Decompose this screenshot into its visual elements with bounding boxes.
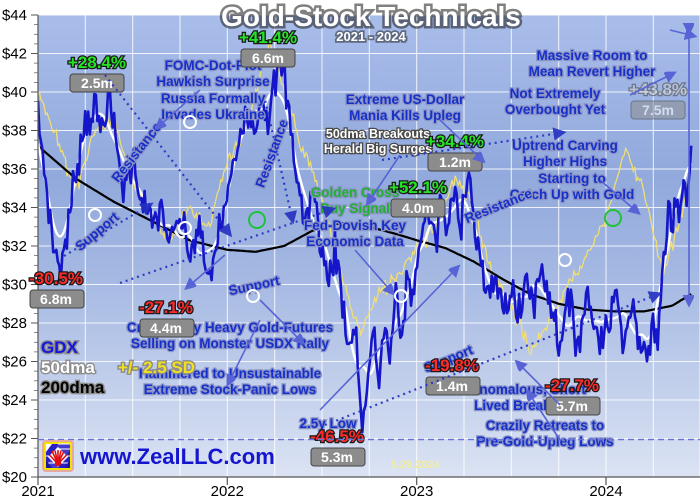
svg-text:Mean Revert Higher: Mean Revert Higher [529, 64, 657, 79]
svg-text:Uptrend Carving: Uptrend Carving [512, 138, 618, 153]
svg-text:$42: $42 [2, 46, 27, 63]
svg-text:Extreme Stock-Panic Lows: Extreme Stock-Panic Lows [144, 382, 317, 397]
svg-text:Starting to: Starting to [538, 171, 606, 186]
svg-text:50dma Breakouts: 50dma Breakouts [326, 127, 430, 141]
svg-text:-46.5%: -46.5% [310, 427, 364, 446]
svg-text:Higher Highs: Higher Highs [523, 154, 607, 169]
svg-text:-19.8%: -19.8% [425, 356, 479, 375]
svg-text:$28: $28 [2, 315, 27, 332]
svg-text:4.4m: 4.4m [150, 320, 182, 336]
svg-text:$24: $24 [2, 392, 27, 409]
svg-text:2021 - 2024: 2021 - 2024 [336, 29, 406, 44]
svg-text:Not Extremely: Not Extremely [510, 86, 601, 101]
svg-text:Extreme US-Dollar: Extreme US-Dollar [346, 92, 465, 107]
svg-text:2022: 2022 [211, 483, 244, 500]
svg-text:+43.8%: +43.8% [629, 80, 687, 99]
svg-text:Massive Room to: Massive Room to [536, 48, 647, 63]
svg-text:GDX: GDX [41, 338, 79, 357]
svg-text:5.29.2024: 5.29.2024 [391, 459, 441, 471]
svg-text:$44: $44 [2, 7, 27, 24]
svg-text:-27.7%: -27.7% [545, 376, 599, 395]
svg-text:6.8m: 6.8m [40, 291, 72, 307]
svg-text:$22: $22 [2, 431, 27, 448]
svg-text:5.3m: 5.3m [321, 449, 353, 465]
svg-text:2024: 2024 [589, 483, 622, 500]
svg-text:Mania Kills Upleg: Mania Kills Upleg [349, 108, 461, 123]
svg-text:1.2m: 1.2m [439, 154, 471, 170]
svg-text:-30.5%: -30.5% [29, 269, 83, 288]
svg-text:$26: $26 [2, 354, 27, 371]
svg-text:+/- 2.5 SD: +/- 2.5 SD [118, 358, 195, 377]
svg-text:Crazily Retreats to: Crazily Retreats to [486, 418, 605, 433]
svg-text:Selling on Monster USDX Rally: Selling on Monster USDX Rally [131, 336, 330, 351]
svg-text:Hawkish Surprise: Hawkish Surprise [156, 74, 270, 89]
svg-text:Economic Data: Economic Data [306, 234, 404, 249]
svg-text:Golden Cross: Golden Cross [311, 185, 400, 200]
svg-text:+28.4%: +28.4% [68, 53, 126, 72]
svg-text:2023: 2023 [400, 483, 433, 500]
svg-text:$34: $34 [2, 200, 27, 217]
svg-text:Russia Formally: Russia Formally [161, 91, 266, 106]
svg-text:7.5m: 7.5m [642, 102, 674, 118]
svg-text:Herald Big Surges: Herald Big Surges [324, 142, 432, 156]
svg-text:+41.4%: +41.4% [239, 28, 297, 47]
svg-text:6.6m: 6.6m [252, 50, 284, 66]
svg-text:50dma: 50dma [41, 358, 95, 377]
svg-text:1.4m: 1.4m [436, 378, 468, 394]
svg-text:2.5m: 2.5m [81, 75, 113, 91]
svg-text:Overbought Yet: Overbought Yet [505, 102, 606, 117]
svg-text:www.ZealLLC.com: www.ZealLLC.com [79, 444, 275, 469]
svg-text:5.7m: 5.7m [556, 398, 588, 414]
svg-text:$32: $32 [2, 238, 27, 255]
svg-text:$36: $36 [2, 161, 27, 178]
svg-text:+52.1%: +52.1% [389, 178, 447, 197]
svg-text:$40: $40 [2, 84, 27, 101]
svg-text:Pre-Gold-Upleg Lows: Pre-Gold-Upleg Lows [476, 434, 613, 449]
svg-text:$30: $30 [2, 277, 27, 294]
svg-text:4.0m: 4.0m [402, 200, 434, 216]
svg-text:Fed-Dovish Key: Fed-Dovish Key [304, 218, 407, 233]
svg-text:200dma: 200dma [41, 378, 105, 397]
svg-text:-27.1%: -27.1% [139, 298, 193, 317]
svg-text:Buy Signal: Buy Signal [320, 201, 390, 216]
svg-text:2021: 2021 [21, 483, 54, 500]
svg-text:$38: $38 [2, 123, 27, 140]
